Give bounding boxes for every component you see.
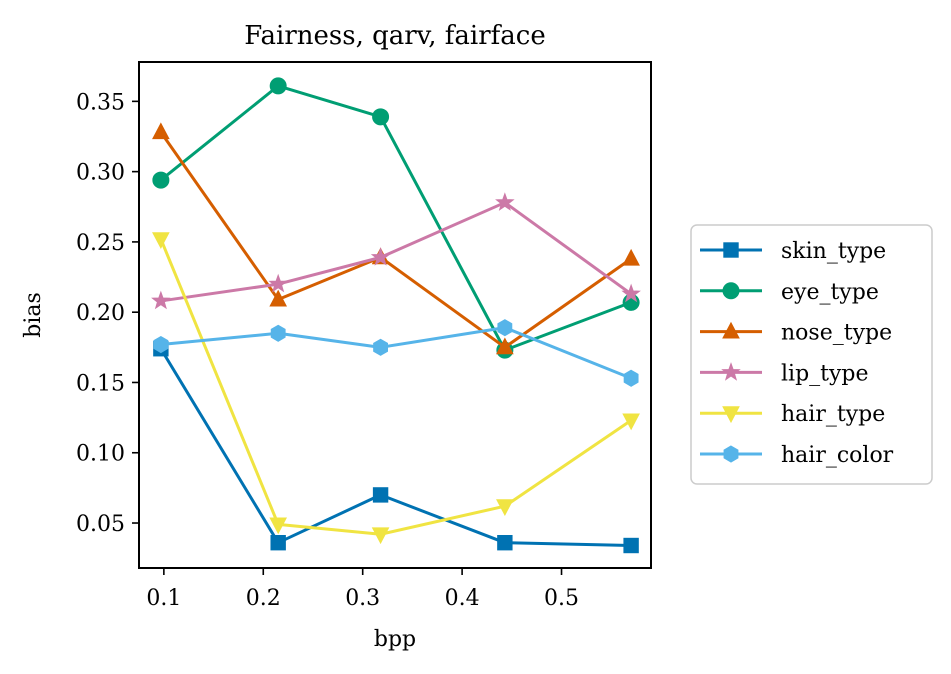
legend-label: eye_type (781, 280, 879, 305)
data-point (497, 319, 513, 337)
y-tick-label: 0.10 (76, 442, 125, 467)
legend-label: skin_type (781, 239, 886, 264)
data-point (622, 413, 640, 431)
y-tick-label: 0.35 (76, 90, 125, 115)
legend-label: hair_type (781, 402, 885, 427)
y-tick-label: 0.30 (76, 161, 125, 186)
series-line (159, 238, 632, 536)
x-tick-label: 0.5 (544, 586, 579, 611)
axes: 0.1 0.2 0.3 0.4 0.5 0.05 0.10 0.15 0.20 0.25 0.30 0… (76, 90, 579, 611)
series-line (160, 201, 632, 303)
plot-area (151, 77, 641, 554)
legend-label: hair_color (781, 443, 894, 468)
data-point (268, 273, 288, 293)
legend-item-hair-type: hair_type (700, 402, 885, 427)
data-point (370, 247, 391, 266)
legend-item-eye-type: eye_type (700, 280, 879, 305)
series-line (160, 326, 632, 380)
x-tick-label: 0.4 (445, 586, 480, 611)
data-point (372, 487, 389, 503)
y-tick-label: 0.05 (76, 512, 125, 537)
series-nose-type (152, 122, 640, 355)
series-hair-color (153, 319, 639, 387)
legend-item-hair-color: hair_color (700, 443, 894, 468)
data-point (152, 171, 170, 189)
data-point (621, 283, 641, 303)
data-point (269, 289, 288, 307)
data-point (269, 77, 287, 95)
series-hair-type (152, 232, 640, 545)
data-point (153, 335, 169, 354)
data-point (152, 122, 170, 140)
series-skin-type (153, 341, 639, 554)
data-point (496, 499, 514, 517)
y-tick-label: 0.25 (76, 231, 125, 256)
data-point (152, 232, 170, 249)
legend-item-nose-type: nose_type (700, 321, 892, 346)
data-point (270, 324, 286, 342)
series-line (159, 347, 632, 548)
data-point (495, 192, 515, 211)
data-point (496, 337, 514, 355)
legend-marker (721, 362, 741, 381)
legend-marker (722, 321, 740, 339)
series-line (159, 131, 632, 349)
data-point (623, 537, 639, 554)
y-tick-label: 0.15 (76, 371, 125, 396)
series-eye-type (152, 77, 640, 359)
data-point (373, 338, 389, 356)
x-axis-label: bpp (374, 627, 416, 652)
data-point (270, 535, 286, 551)
data-point (622, 248, 640, 266)
legend-label: lip_type (781, 361, 869, 386)
chart-title: Fairness, qarv, fairface (244, 21, 546, 51)
legend-label: nose_type (781, 321, 892, 346)
series-line (159, 84, 632, 352)
data-point (151, 290, 171, 310)
legend-marker (723, 445, 739, 463)
data-point (372, 108, 390, 126)
data-point (623, 369, 639, 387)
data-point (497, 535, 513, 551)
x-tick-label: 0.2 (246, 586, 281, 611)
series-lip-type (151, 192, 641, 310)
legend-marker (722, 406, 740, 424)
y-tick-label: 0.20 (76, 301, 125, 326)
legend: skin_type eye_type nose_type lip_type hair_t… (690, 224, 933, 485)
plot-frame (138, 61, 652, 569)
x-tick-label: 0.1 (146, 586, 181, 611)
x-tick-label: 0.3 (345, 586, 380, 611)
legend-item-lip-type: lip_type (700, 361, 869, 386)
legend-marker (723, 242, 739, 258)
data-point (269, 517, 288, 535)
data-point (371, 527, 390, 545)
y-axis-label: bias (21, 292, 46, 338)
legend-item-skin-type: skin_type (700, 239, 886, 264)
legend-marker (722, 282, 740, 300)
